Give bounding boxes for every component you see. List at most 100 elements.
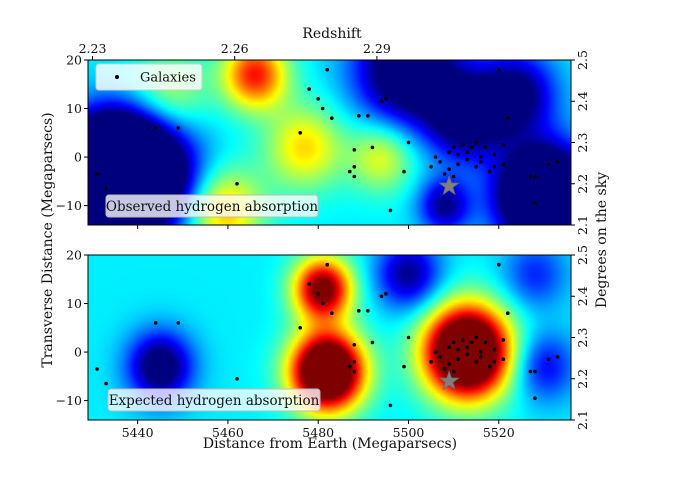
galaxy-point: [352, 165, 357, 169]
galaxy-point: [370, 145, 375, 150]
galaxy-point: [298, 131, 303, 135]
expected-label-text: Expected hydrogen absorption: [109, 393, 320, 409]
galaxy-point: [442, 172, 447, 176]
galaxy-point: [469, 340, 474, 345]
galaxy-point: [402, 364, 406, 369]
galaxy-point: [456, 152, 460, 157]
galaxy-point: [492, 165, 497, 169]
galaxy-point: [483, 145, 488, 150]
galaxy-point: [501, 338, 506, 342]
galaxy-point: [546, 162, 551, 167]
expected-right-ticks: 2.1 2.2 2.3 2.4 2.5: [571, 245, 590, 430]
galaxy-point: [533, 174, 537, 179]
galaxy-point: [497, 67, 501, 72]
galaxy-point: [474, 165, 479, 169]
right-tick-label: 2.4: [575, 91, 590, 111]
legend: Galaxies: [95, 63, 203, 91]
y-tick-label: −10: [56, 393, 82, 408]
right-tick-label: 2.3: [575, 133, 590, 153]
galaxy-point: [456, 347, 460, 352]
galaxy-point: [474, 335, 479, 340]
legend-galaxy-marker: [115, 75, 119, 79]
galaxy-point: [352, 369, 357, 374]
galaxy-point: [506, 116, 510, 120]
x-tick-label: 5500: [393, 425, 425, 440]
galaxy-point: [429, 360, 433, 364]
expected-panel-label: Expected hydrogen absorption: [107, 388, 321, 412]
galaxy-point: [465, 157, 470, 162]
observed-label-box: [105, 194, 319, 218]
y-tick-label: 20: [66, 53, 82, 68]
right-tick-label: 2.5: [575, 50, 590, 70]
galaxy-point: [456, 162, 460, 167]
legend-box: [95, 63, 203, 91]
galaxy-point: [555, 355, 560, 359]
right-tick-label: 2.1: [575, 215, 590, 235]
right-tick-label: 2.4: [575, 286, 590, 306]
observed-x-tickmarks: [137, 225, 500, 229]
galaxy-point: [447, 150, 451, 154]
galaxy-point: [447, 362, 451, 367]
expected-panel: −10 0 10 20 2.1 2.2 2.3 2.4 2.5 5440 5460 5480 550…: [56, 245, 590, 440]
galaxy-points-observed: [95, 67, 560, 213]
galaxy-point: [357, 114, 361, 118]
galaxy-point: [492, 347, 497, 352]
galaxy-point: [235, 377, 239, 381]
quasar-star-expected: [438, 369, 460, 391]
galaxy-point: [235, 182, 239, 186]
galaxy-point: [366, 114, 370, 118]
galaxy-point: [330, 311, 334, 316]
observed-panel-label: Observed hydrogen absorption: [105, 194, 319, 218]
galaxy-point: [501, 357, 506, 362]
galaxy-point: [307, 87, 312, 91]
galaxy-point: [406, 140, 411, 145]
galaxy-point: [478, 355, 483, 359]
y-tick-label: 10: [66, 296, 82, 311]
x-ticks: 5440 5460 5480 5500 5520: [122, 420, 515, 440]
galaxy-point: [501, 143, 506, 147]
galaxy-point: [384, 97, 388, 101]
galaxy-point: [506, 311, 510, 316]
galaxy-point: [438, 160, 442, 164]
observed-label-text: Observed hydrogen absorption: [106, 199, 319, 215]
galaxy-point: [478, 350, 483, 354]
galaxy-point: [298, 326, 303, 330]
galaxy-point: [487, 364, 492, 369]
galaxy-point: [528, 369, 533, 374]
galaxy-point: [469, 145, 474, 150]
galaxy-point: [320, 106, 325, 111]
galaxy-point: [429, 165, 433, 169]
legend-label: Galaxies: [140, 71, 196, 86]
galaxy-point: [316, 97, 321, 101]
x-tick-label: 5440: [122, 425, 154, 440]
y-tick-label: 0: [74, 150, 82, 165]
galaxy-point: [379, 99, 384, 104]
galaxy-point: [492, 152, 497, 157]
galaxy-point: [348, 169, 352, 174]
galaxy-point: [465, 150, 470, 154]
x-tick-label: 5460: [212, 425, 244, 440]
galaxy-point: [104, 381, 108, 386]
galaxy-point: [528, 174, 533, 179]
galaxy-point: [176, 126, 181, 130]
galaxy-point: [465, 345, 470, 350]
galaxy-point: [352, 360, 357, 364]
redshift-tick-label: 2.29: [363, 41, 391, 56]
galaxy-point: [501, 162, 506, 167]
galaxy-point: [555, 160, 560, 164]
galaxy-point: [438, 355, 442, 359]
quasar-star: [438, 174, 460, 196]
right-tick-label: 2.5: [575, 245, 590, 265]
redshift-tick-label: 2.26: [221, 41, 249, 56]
y-tick-label: −10: [56, 198, 82, 213]
galaxy-point: [348, 364, 352, 369]
galaxy-point: [433, 155, 438, 159]
galaxy-point: [474, 360, 479, 364]
galaxy-point: [487, 169, 492, 174]
galaxy-point: [176, 321, 181, 325]
galaxy-point: [451, 369, 456, 374]
expected-y-ticks: −10 0 10 20: [56, 248, 88, 408]
galaxy-point: [460, 143, 465, 147]
galaxy-point: [533, 201, 537, 205]
x-axis-title: Distance from Earth (Megaparsecs): [203, 436, 457, 452]
